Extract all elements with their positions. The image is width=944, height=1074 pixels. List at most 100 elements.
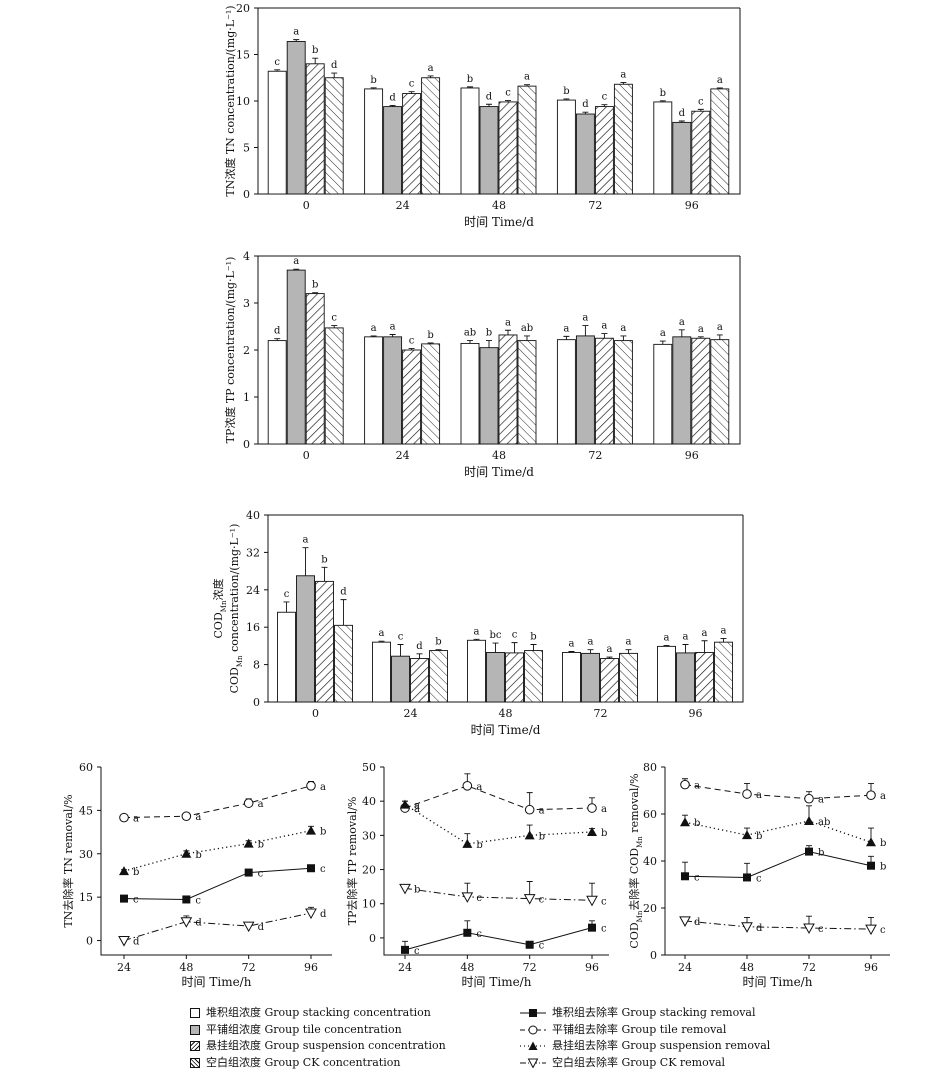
legend-item-stacking-removal: 堆积组去除率 Group stacking removal bbox=[520, 1005, 770, 1022]
tn-ytick-label-1: 5 bbox=[243, 142, 250, 155]
tnr-marker-s3-p0 bbox=[118, 936, 130, 947]
tpr-marker-s2-p2 bbox=[524, 830, 535, 840]
tp-sig-letter-s0-c2: ab bbox=[464, 328, 476, 339]
open-circle-line-icon bbox=[520, 1025, 546, 1035]
tn-errorbar-s1-c4 bbox=[678, 120, 685, 123]
tnr-marker-s1-p2 bbox=[243, 798, 254, 808]
tn-errorbar-s0-c2 bbox=[467, 86, 473, 88]
codr-line-s3 bbox=[684, 920, 872, 930]
cod-errorbar-s0-c3 bbox=[568, 651, 575, 653]
cod-bar-s0-c3 bbox=[562, 651, 581, 703]
codr-ytick-label-0: 0 bbox=[650, 949, 657, 962]
tnr-marker-s2-p3 bbox=[306, 825, 316, 835]
tn-sig-letter-s0-c3: b bbox=[563, 86, 569, 97]
tn-sig-letter-s2-c1: c bbox=[409, 79, 415, 90]
tn-bar-s1-c2 bbox=[479, 106, 499, 195]
codr-sig-letter-s1-p1: a bbox=[756, 790, 762, 801]
tn-xtick-label-4: 96 bbox=[685, 199, 699, 212]
tp-sig-letter-s3-c0: c bbox=[331, 313, 337, 324]
tp-sig-letter-s2-c4: a bbox=[698, 324, 704, 335]
codr-marker-s0-p0 bbox=[681, 872, 689, 881]
tn-bar-s2-c3 bbox=[594, 106, 614, 195]
tp-errorbar-s1-c1 bbox=[389, 334, 396, 337]
tn-ytick-label-3: 15 bbox=[236, 49, 250, 62]
cod-bar-s1-c4 bbox=[676, 652, 695, 703]
cod-bar-s2-c4 bbox=[695, 651, 714, 703]
tp-xtick-label-0: 0 bbox=[303, 449, 310, 462]
tp-sig-letter-s1-c1: a bbox=[390, 321, 396, 332]
cod-errorbar-s3-c3 bbox=[625, 649, 632, 654]
tp-xtick-label-4: 96 bbox=[685, 449, 699, 462]
tpr-sig-letter-s1-p0: a bbox=[414, 804, 420, 815]
tn-sig-letter-s3-c0: d bbox=[331, 60, 338, 71]
tn-ytick-label-4: 20 bbox=[236, 2, 250, 15]
cod-sig-letter-s2-c0: b bbox=[321, 554, 327, 565]
tpr-marker-s1-p1 bbox=[462, 781, 473, 791]
tn-sig-letter-s0-c2: b bbox=[467, 74, 473, 85]
tpr-sig-letter-s2-p2: b bbox=[539, 831, 545, 842]
legend-item-ck-removal: 空白组去除率 Group CK removal bbox=[520, 1055, 770, 1072]
tnr-marker-s3-p2 bbox=[242, 921, 255, 933]
tp-sig-letter-s3-c4: a bbox=[717, 322, 723, 333]
tp-errorbar-s2-c2 bbox=[505, 329, 511, 335]
legend-item-tile-removal: 平铺组去除率 Group tile removal bbox=[520, 1022, 770, 1039]
tnr-marker-s0-p2 bbox=[244, 868, 253, 877]
tpr-line-s2 bbox=[404, 804, 593, 845]
cod-sig-letter-s3-c4: a bbox=[721, 625, 727, 636]
tp-errorbar-s0-c0 bbox=[274, 338, 281, 341]
cod-sig-letter-s1-c2: bc bbox=[489, 630, 501, 641]
tnr-sig-letter-s1-p0: a bbox=[133, 814, 139, 825]
cod-errorbar-s0-c0 bbox=[283, 601, 290, 613]
tn-bar-s0-c0 bbox=[267, 70, 287, 195]
codr-sig-letter-s0-p2: b bbox=[818, 848, 824, 859]
codr-sig-letter-s3-p3: c bbox=[880, 925, 886, 936]
cod-sig-letter-s1-c0: a bbox=[303, 535, 309, 546]
tp-errorbar-s3-c4 bbox=[716, 334, 723, 340]
tp-bar-s1-c1 bbox=[383, 336, 403, 445]
tp-bar-s2-c1 bbox=[402, 349, 422, 445]
cod-sig-letter-s0-c0: c bbox=[284, 589, 290, 600]
cod-xtick-label-2: 48 bbox=[499, 707, 513, 720]
tn-errorbar-s1-c0 bbox=[293, 39, 300, 42]
tp-bar-s3-c0 bbox=[324, 327, 344, 445]
cod-sig-letter-s0-c2: a bbox=[474, 626, 480, 637]
cod-errorbar-s3-c4 bbox=[720, 637, 727, 643]
tp-xtick-label-3: 72 bbox=[588, 449, 602, 462]
tpr-line-s3 bbox=[404, 887, 593, 901]
tn-ylabel: TN浓度 TN concentration/(mg·L⁻¹) bbox=[223, 5, 237, 196]
tpr-sig-letter-s3-p2: c bbox=[539, 895, 545, 906]
legend-item-ck-concentration: 空白组浓度 Group CK concentration bbox=[190, 1055, 446, 1072]
tn-sig-letter-s3-c1: a bbox=[428, 63, 434, 74]
tn-errorbar-s3-c2 bbox=[524, 84, 530, 87]
tp-bar-s0-c2 bbox=[460, 342, 480, 445]
tn-sig-letter-s1-c0: a bbox=[293, 27, 299, 38]
tp-ylabel: TP浓度 TP concentration/(mg·L⁻¹) bbox=[223, 257, 237, 444]
tn-sig-letter-s2-c2: c bbox=[505, 88, 511, 99]
tp-errorbar-s1-c3 bbox=[582, 325, 589, 336]
tpr-ytick-label-4: 40 bbox=[362, 795, 376, 808]
codr-xtick-label-0: 24 bbox=[678, 961, 692, 974]
legend-right: 堆积组去除率 Group stacking removal 平铺组去除率 Gro… bbox=[520, 1005, 770, 1071]
tpr-ytick-label-2: 20 bbox=[362, 864, 376, 877]
codr-sig-letter-s2-p0: b bbox=[694, 818, 700, 829]
tnr-sig-letter-s3-p2: d bbox=[258, 922, 265, 933]
cod-sig-letter-s0-c3: a bbox=[569, 639, 575, 650]
tp-bar-s1-c2 bbox=[479, 347, 499, 445]
tp-bar-s3-c4 bbox=[710, 339, 730, 445]
cod-sig-letter-s2-c2: c bbox=[512, 630, 518, 641]
tpr-marker-s0-p2 bbox=[525, 940, 534, 949]
tp-bar-s3-c1 bbox=[421, 343, 441, 445]
square-white-swatch bbox=[190, 1008, 200, 1019]
tn-ytick-label-2: 10 bbox=[236, 95, 250, 108]
tpr-ylabel: TP去除率 TP removal/% bbox=[345, 797, 359, 926]
tp-sig-letter-s2-c1: c bbox=[409, 336, 415, 347]
codr-marker-s0-p3 bbox=[867, 861, 875, 870]
tn-errorbar-s2-c2 bbox=[505, 100, 511, 102]
tnr-sig-letter-s1-p2: a bbox=[258, 799, 264, 810]
tp-sig-letter-s1-c3: a bbox=[582, 313, 588, 324]
tn-xtick-label-2: 48 bbox=[492, 199, 506, 212]
tp-xtick-label-1: 24 bbox=[396, 449, 410, 462]
tn-xtick-label-0: 0 bbox=[303, 199, 310, 212]
tpr-sig-letter-s1-p1: a bbox=[476, 782, 482, 793]
cod-ytick-label-4: 32 bbox=[246, 546, 260, 559]
